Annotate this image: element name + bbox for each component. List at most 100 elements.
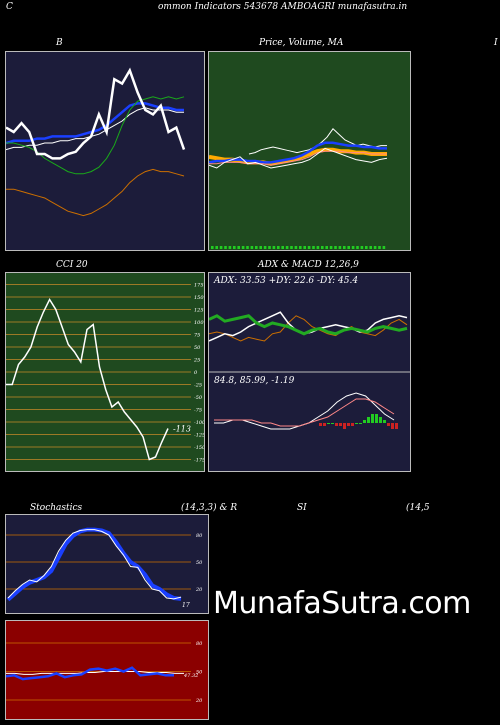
cci-last-value: -113 — [173, 425, 191, 434]
macd-signal-line — [214, 398, 395, 427]
rsi-label: SI — [297, 503, 307, 513]
stoch-k-line — [7, 529, 182, 600]
volume-bar — [237, 246, 240, 249]
macd-histogram-bar — [359, 423, 362, 424]
rsi-tick-label: 20 — [195, 698, 203, 704]
bb-middle-inner-line — [6, 107, 184, 151]
bollinger-chart — [6, 67, 186, 217]
volume-bar — [281, 246, 284, 249]
macd-histogram-bar — [327, 423, 330, 424]
macd-histogram-bar — [363, 420, 366, 423]
adx-minus-di-line — [209, 315, 408, 342]
macd-histogram-bar — [323, 423, 326, 426]
macd-histogram-bar — [351, 423, 354, 426]
volume-bar — [360, 246, 364, 249]
price-ma-long-line — [209, 141, 387, 164]
cci-tick-label: 150 — [194, 295, 204, 301]
cci-tick-label: 100 — [194, 320, 204, 326]
macd-histogram-bar — [319, 423, 322, 426]
volume-bar — [365, 246, 368, 249]
stochastics-panel: 80 50 20 17 — [5, 514, 209, 614]
adx-label: ADX & MACD 12,26,9 — [258, 260, 359, 270]
volume-bar — [228, 246, 232, 249]
header-c-letter: C — [6, 2, 13, 12]
adx-panel: ADX: 33.53 +DY: 22.6 -DY: 45.4 84.8, 85.… — [208, 272, 411, 472]
volume-bar — [321, 246, 324, 249]
volume-bar — [219, 246, 223, 249]
macd-histogram-bar — [391, 423, 394, 429]
volume-bar — [307, 246, 311, 249]
cci-tick-label: 25 — [193, 358, 200, 364]
macd-histogram-bar — [347, 423, 350, 426]
cci-tick-label: 0 — [194, 370, 198, 376]
cci-line — [6, 297, 169, 461]
price-chart — [209, 128, 388, 249]
macd-histogram-bar — [375, 414, 378, 423]
volume-bar — [277, 246, 280, 249]
volume-bar — [329, 246, 333, 249]
volume-bar — [382, 246, 386, 249]
volume-bar — [294, 246, 298, 249]
header-title: ommon Indicators 543678 AMBOAGRI munafas… — [158, 2, 408, 12]
volume-bar — [255, 246, 258, 249]
volume-bar — [373, 246, 377, 249]
volume-bar — [268, 246, 271, 249]
cci-panel: 175 150 125 100 75 50 25 0 -25 -50 -75 -100 -125 -150… — [5, 272, 205, 472]
bb-lower-band-line — [6, 168, 185, 217]
price-ma-short-line — [209, 150, 387, 166]
cci-tick-label: -75 — [194, 408, 202, 414]
cci-label: CCI 20 — [56, 260, 88, 270]
price-line — [209, 147, 388, 169]
bollinger-label: B — [56, 38, 63, 48]
volume-bar — [241, 246, 245, 249]
cci-tick-label: 50 — [194, 345, 201, 351]
volume-bar — [272, 246, 276, 249]
stochastics-chart: 80 50 20 17 — [6, 527, 203, 609]
volume-bar — [259, 246, 262, 249]
cci-tick-label: 175 — [194, 283, 204, 289]
rsi-tick-label: 80 — [196, 641, 203, 647]
watermark: MunafaSutra.com — [213, 586, 471, 621]
volume-bar — [299, 246, 302, 249]
cci-tick-label: 125 — [194, 308, 204, 314]
volume-bar — [356, 246, 359, 249]
bb-price-line — [6, 67, 186, 160]
rsi-params: (14,5 — [406, 503, 430, 513]
volume-bar — [211, 246, 214, 249]
volume-bar — [224, 246, 227, 249]
volume-bar — [303, 246, 306, 249]
volume-bar — [378, 246, 381, 249]
volume-bar — [285, 246, 289, 249]
volume-bar — [250, 246, 254, 249]
rsi-panel: 80 50 20 47.32 — [5, 620, 209, 720]
volume-bar — [351, 246, 355, 249]
macd-histogram-bar — [335, 423, 338, 426]
volume-bar — [233, 246, 236, 249]
volume-bar — [369, 246, 372, 249]
volume-bar — [316, 246, 320, 249]
cci-tick-label: -150 — [194, 445, 204, 451]
macd-histogram-bar — [371, 414, 374, 423]
cci-tick-label: 75 — [194, 333, 200, 339]
volume-bar — [343, 246, 346, 249]
macd-histogram-bar — [331, 423, 334, 424]
macd-histogram-bar — [339, 423, 342, 426]
macd-histogram-bar — [395, 423, 398, 429]
cci-tick-label: -125 — [194, 433, 204, 439]
macd-histogram-bar — [343, 423, 346, 429]
macd-histogram-bar — [367, 417, 370, 423]
bollinger-panel — [5, 51, 205, 251]
adx-line — [209, 314, 408, 336]
cci-tick-label: -50 — [194, 395, 203, 401]
macd-values: 84.8, 85.99, -1.19 — [214, 376, 295, 386]
volume-bar — [347, 246, 350, 249]
cci-tick-label: -175 — [194, 458, 204, 464]
volume-bar — [215, 246, 218, 249]
macd-histogram-bar — [355, 423, 358, 424]
cci-tick-label: -100 — [194, 420, 204, 426]
macd-histogram-bar — [379, 417, 382, 423]
rsi-tick-label: 50 — [196, 670, 203, 676]
adx-macd-chart — [209, 311, 410, 430]
stoch-tick-label: 80 — [196, 533, 203, 539]
macd-line — [214, 392, 395, 430]
